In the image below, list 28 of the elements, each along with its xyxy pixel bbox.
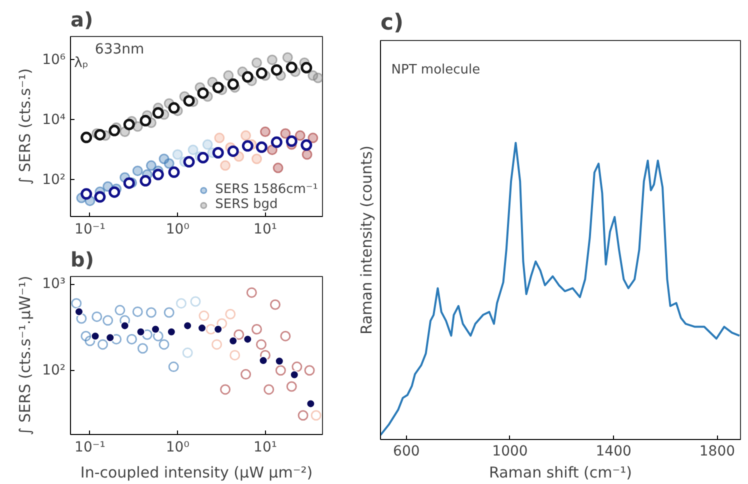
legend-label: SERS 1586cm⁻¹ bbox=[215, 182, 318, 197]
y-axis-title: ∫ SERS (cts.s⁻¹) bbox=[16, 68, 34, 185]
chart-title: b) bbox=[70, 248, 94, 272]
x-tick-label: 10⁰ bbox=[166, 440, 190, 456]
x-tick-label: 1400 bbox=[596, 444, 632, 460]
x-tick-label: 10⁰ bbox=[166, 222, 190, 238]
y-axis-title: Raman intensity (counts) bbox=[358, 145, 376, 334]
y-tick-label: 10² bbox=[42, 172, 66, 188]
chart-title: a) bbox=[70, 8, 94, 32]
chart-title: c) bbox=[380, 10, 404, 36]
x-tick-label: 10⁻¹ bbox=[74, 440, 106, 456]
x-tick-label: 600 bbox=[393, 444, 420, 460]
y-axis-title: ∫ SERS (cts.s⁻¹.μW⁻¹) bbox=[16, 276, 34, 436]
legend-label: SERS bgd bbox=[215, 197, 278, 212]
y-tick-label: 10⁴ bbox=[42, 112, 66, 128]
x-tick-label: 10⁻¹ bbox=[74, 222, 106, 238]
text: NPT molecule bbox=[391, 62, 480, 78]
x-tick-label: 10¹ bbox=[254, 440, 277, 456]
y-tick-label: 10³ bbox=[42, 276, 66, 292]
y-tick-label: 10² bbox=[42, 362, 66, 378]
x-tick-label: 1000 bbox=[492, 444, 528, 460]
annotation: λₚ bbox=[74, 54, 88, 71]
annotation: 633nm bbox=[94, 41, 144, 58]
y-tick-label: 10⁶ bbox=[42, 52, 66, 68]
x-tick-label: 1800 bbox=[699, 444, 736, 460]
x-axis-title: In-coupled intensity (μW μm⁻²) bbox=[80, 464, 313, 482]
x-tick-label: 10¹ bbox=[254, 222, 277, 238]
x-axis-title: Raman shift (cm⁻¹) bbox=[488, 464, 632, 482]
